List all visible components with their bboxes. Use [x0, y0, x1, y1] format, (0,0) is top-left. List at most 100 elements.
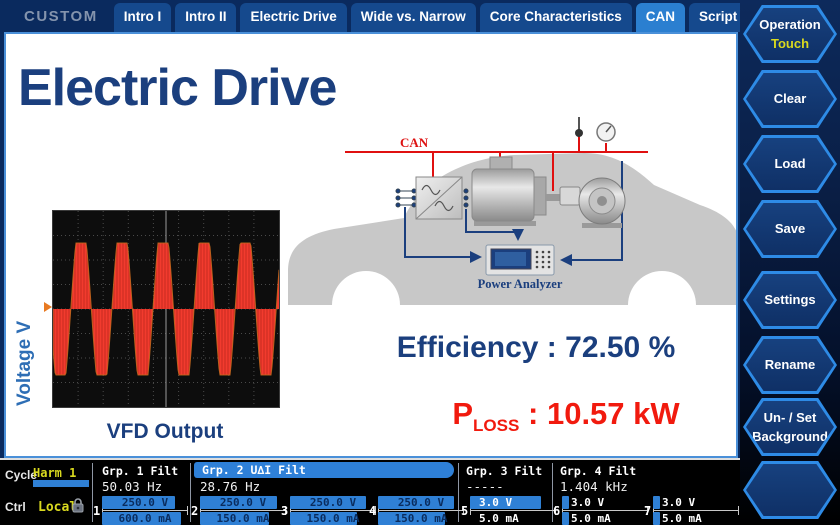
channel-7[interactable]: 7 3.0 V 5.0 mA — [644, 496, 742, 525]
page-title: Electric Drive — [18, 59, 337, 117]
button-label: Operation — [759, 16, 821, 32]
settings-button[interactable]: Settings — [743, 271, 837, 329]
voltage-range-bar[interactable]: 250.0 V — [290, 496, 376, 509]
channel-range-line — [200, 506, 286, 515]
inverter-box — [415, 176, 463, 220]
voltage-range-bar[interactable]: 3.0 V — [653, 496, 739, 509]
button-sublabel: Touch — [770, 36, 810, 51]
vfd-waveform — [53, 211, 279, 407]
channel-range-line — [102, 506, 188, 515]
group-2-header[interactable]: Grp. 2 U∆I Filt — [194, 462, 454, 478]
channel-bars: 3.0 V 5.0 mA — [562, 496, 648, 525]
tab-strip: Intro I Intro II Electric Drive Wide vs.… — [113, 3, 791, 32]
group-4-header[interactable]: Grp. 4 Filt — [560, 464, 637, 478]
channel-number: 6 — [553, 504, 561, 518]
cycle-value[interactable]: Harm 1 — [33, 466, 77, 481]
current-range-bar[interactable]: 5.0 mA — [562, 512, 648, 525]
softkey-sidebar: Operation Touch Clear Load Save Settings … — [740, 0, 840, 525]
status-bar: Cycle Harm 1 Ctrl Local Grp. 1 Filt 50.0… — [0, 458, 740, 525]
voltage-range-value: 250.0 V — [309, 496, 357, 509]
voltage-range-bar[interactable]: 250.0 V — [378, 496, 464, 509]
channel-3[interactable]: 3 250.0 V 150.0 mA — [281, 496, 379, 525]
ctrl-value[interactable]: Local — [38, 500, 78, 515]
current-range-value: 5.0 mA — [662, 512, 702, 525]
current-range-bar[interactable]: 150.0 mA — [290, 512, 376, 525]
group-2-frequency: 28.76 Hz — [200, 479, 261, 494]
tab-electric-drive[interactable]: Electric Drive — [240, 3, 347, 32]
channel-number: 1 — [93, 504, 101, 518]
voltage-range-value: 3.0 V — [571, 496, 605, 509]
voltage-range-value: 250.0 V — [219, 496, 267, 509]
channel-6[interactable]: 6 3.0 V 5.0 mA — [553, 496, 651, 525]
gauge-icon — [596, 122, 616, 142]
channel-range-line — [378, 506, 464, 515]
efficiency-readout: Efficiency : 72.50 % — [336, 331, 736, 365]
channel-bars: 3.0 V 5.0 mA — [470, 496, 556, 525]
divider — [552, 463, 553, 522]
tab-core-characteristics[interactable]: Core Characteristics — [479, 3, 632, 32]
voltage-range-bar[interactable]: 250.0 V — [102, 496, 188, 509]
power-analyzer-label: Power Analyzer — [478, 277, 563, 291]
channel-2[interactable]: 2 250.0 V 150.0 mA — [191, 496, 289, 525]
rename-button[interactable]: Rename — [743, 336, 837, 394]
unset-background-button[interactable]: Un- / Set Background — [743, 398, 837, 456]
channel-range-line — [470, 506, 556, 515]
lock-icon[interactable] — [70, 496, 86, 514]
current-range-bar[interactable]: 600.0 mA — [102, 512, 188, 525]
empty-softkey-button[interactable] — [743, 461, 837, 519]
current-range-bar[interactable]: 150.0 mA — [378, 512, 464, 525]
can-bus-label: CAN — [400, 135, 429, 150]
current-range-value: 600.0 mA — [118, 512, 172, 525]
tab-intro-ii[interactable]: Intro II — [175, 3, 237, 32]
channel-range-line — [653, 506, 739, 515]
save-button[interactable]: Save — [743, 200, 837, 258]
channel-range-line — [290, 506, 376, 515]
operation-touch-button[interactable]: Operation Touch — [743, 5, 837, 63]
efficiency-label: Efficiency : — [396, 331, 557, 364]
current-range-bar[interactable]: 150.0 mA — [200, 512, 286, 525]
current-range-bar[interactable]: 5.0 mA — [470, 512, 556, 525]
tab-can[interactable]: CAN — [635, 3, 686, 32]
tab-intro-i[interactable]: Intro I — [113, 3, 172, 32]
power-analyzer-device — [485, 244, 555, 276]
ploss-value: : 10.57 kW — [528, 396, 680, 431]
channel-bars: 250.0 V 150.0 mA — [200, 496, 286, 525]
channel-4[interactable]: 4 250.0 V 150.0 mA — [369, 496, 467, 525]
load-button[interactable]: Load — [743, 135, 837, 193]
voltage-range-value: 3.0 V — [662, 496, 696, 509]
cycle-label: Cycle — [5, 468, 38, 482]
ploss-label: P — [452, 396, 474, 431]
current-range-value: 5.0 mA — [571, 512, 611, 525]
group-1-header[interactable]: Grp. 1 Filt — [102, 464, 179, 478]
tab-wide-vs-narrow[interactable]: Wide vs. Narrow — [350, 3, 476, 32]
voltage-range-bar[interactable]: 3.0 V — [470, 496, 556, 509]
channel-number: 4 — [369, 504, 377, 518]
voltage-range-value: 250.0 V — [397, 496, 445, 509]
efficiency-value: 72.50 % — [565, 331, 676, 364]
group-3-header[interactable]: Grp. 3 Filt — [466, 464, 543, 478]
current-range-value: 150.0 mA — [306, 512, 360, 525]
cycle-progress-bar — [33, 480, 89, 487]
load-machine — [578, 177, 626, 228]
mode-label: CUSTOM — [24, 8, 98, 25]
button-label: Un- / Set — [763, 409, 817, 425]
measure-line-input — [404, 207, 482, 263]
channel-bars: 3.0 V 5.0 mA — [653, 496, 739, 525]
voltage-range-bar[interactable]: 250.0 V — [200, 496, 286, 509]
channel-1[interactable]: 1 250.0 V 600.0 mA — [93, 496, 191, 525]
current-range-bar[interactable]: 5.0 mA — [653, 512, 739, 525]
trigger-marker-icon — [44, 302, 52, 312]
divider — [190, 463, 191, 522]
divider — [458, 463, 459, 522]
channel-bars: 250.0 V 150.0 mA — [290, 496, 376, 525]
voltage-range-value: 3.0 V — [479, 496, 513, 509]
channel-5[interactable]: 5 3.0 V 5.0 mA — [461, 496, 559, 525]
group-1-frequency: 50.03 Hz — [102, 479, 163, 494]
group-3-frequency: ----- — [466, 479, 504, 494]
voltage-range-bar[interactable]: 3.0 V — [562, 496, 648, 509]
button-label: Load — [774, 156, 806, 172]
button-label: Save — [774, 221, 806, 237]
clear-button[interactable]: Clear — [743, 70, 837, 128]
current-range-value: 150.0 mA — [216, 512, 270, 525]
channel-bars: 250.0 V 150.0 mA — [378, 496, 464, 525]
